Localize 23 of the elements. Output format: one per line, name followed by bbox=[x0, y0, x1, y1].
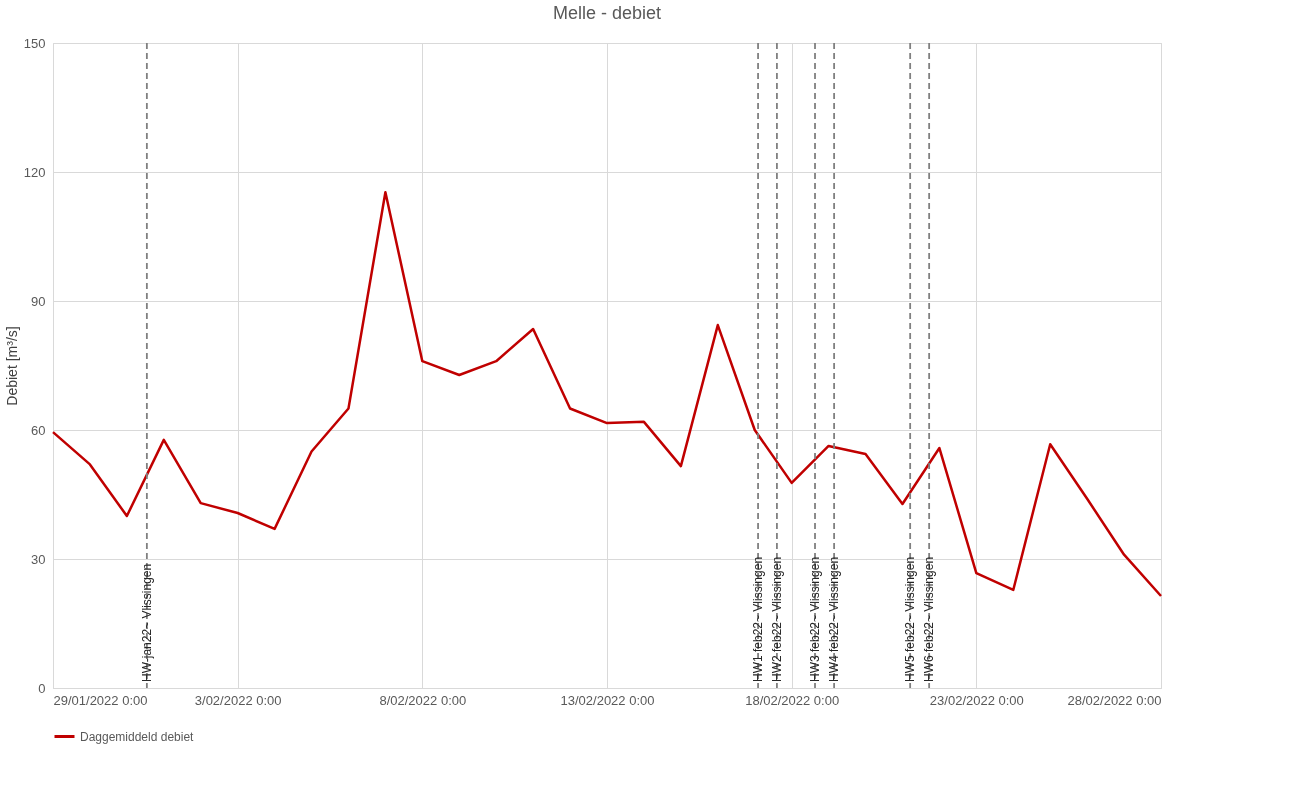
ref-line-label: HW5 feb22~ Vlissingen bbox=[903, 556, 918, 682]
y-tick-label: 0 bbox=[38, 680, 46, 696]
x-tick-label: 3/02/2022 0:00 bbox=[194, 692, 282, 708]
x-tick-label: 18/02/2022 0:00 bbox=[745, 692, 840, 708]
y-axis-title: Debiet [m³/s] bbox=[3, 326, 20, 406]
y-tick-label: 30 bbox=[31, 551, 46, 567]
ref-line-label: HW2 feb22~ Vlissingen bbox=[769, 556, 784, 682]
x-tick-label: 8/02/2022 0:00 bbox=[379, 692, 467, 708]
ref-line-label: HW6 feb22~ Vlissingen bbox=[922, 556, 937, 682]
x-tick-label: 23/02/2022 0:00 bbox=[929, 692, 1024, 708]
y-tick-label: 60 bbox=[31, 422, 46, 438]
chart-title: Melle - debiet bbox=[552, 3, 662, 23]
y-tick-label: 150 bbox=[23, 35, 46, 51]
ref-line-label: HW4 feb22~ Vlissingen bbox=[827, 556, 842, 682]
x-tick-label: 13/02/2022 0:00 bbox=[560, 692, 655, 708]
ref-line-label: HW1 feb22~ Vlissingen bbox=[751, 556, 766, 682]
y-tick-label: 120 bbox=[23, 164, 46, 180]
legend-label: Daggemiddeld debiet bbox=[80, 729, 195, 744]
y-tick-label: 90 bbox=[31, 293, 46, 309]
ref-line-label: HW3 feb22~ Vlissingen bbox=[808, 556, 823, 682]
ref-line-label: HW-jan22~ Vlissingen bbox=[139, 563, 154, 682]
x-tick-label: 28/02/2022 0:00 bbox=[1067, 692, 1162, 708]
x-tick-label: 29/01/2022 0:00 bbox=[53, 692, 148, 708]
